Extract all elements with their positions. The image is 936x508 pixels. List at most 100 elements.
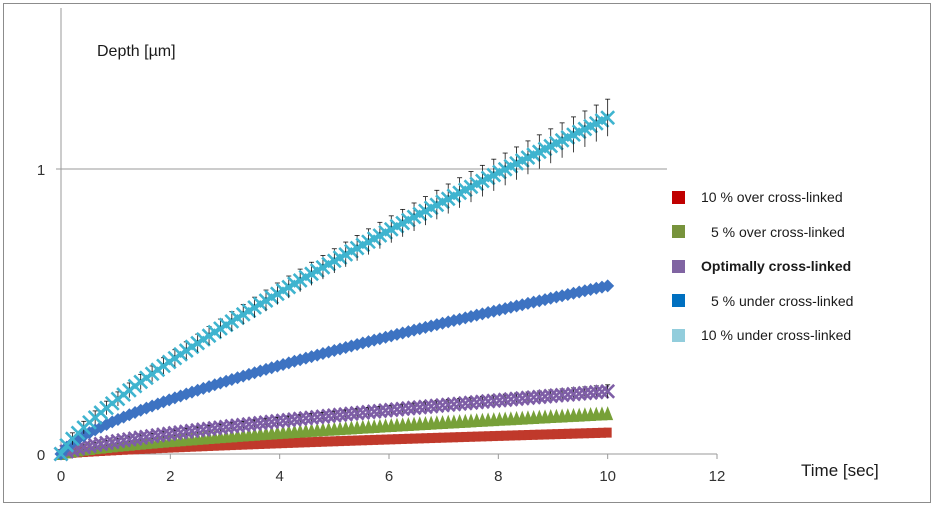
data-point bbox=[296, 437, 305, 448]
legend: 10 % over cross-linked 5 % over cross-li… bbox=[672, 180, 934, 353]
data-point bbox=[353, 435, 362, 446]
data-point bbox=[116, 432, 132, 448]
data-point bbox=[546, 429, 555, 440]
data-point bbox=[601, 279, 615, 293]
data-point bbox=[176, 442, 185, 453]
data-point bbox=[187, 441, 196, 452]
data-point bbox=[267, 438, 276, 449]
data-point bbox=[602, 406, 614, 421]
data-point bbox=[347, 435, 356, 446]
data-point bbox=[478, 431, 487, 442]
data-point bbox=[552, 429, 561, 440]
x-tick-label: 8 bbox=[494, 468, 502, 485]
data-point bbox=[336, 436, 345, 447]
data-point bbox=[93, 436, 109, 452]
legend-label: 10 % under cross-linked bbox=[701, 327, 852, 344]
data-point bbox=[432, 432, 441, 443]
legend-item: 10 % over cross-linked bbox=[672, 180, 934, 215]
data-point bbox=[239, 439, 248, 450]
data-point bbox=[600, 383, 616, 399]
data-point bbox=[279, 438, 288, 449]
series-3 bbox=[54, 279, 615, 461]
data-point bbox=[262, 438, 270, 449]
data-point bbox=[444, 432, 453, 443]
data-point bbox=[427, 433, 436, 444]
series-4 bbox=[53, 98, 616, 462]
data-point bbox=[87, 437, 103, 453]
data-point bbox=[358, 435, 367, 446]
data-point bbox=[364, 435, 373, 446]
data-point bbox=[227, 440, 236, 451]
data-point bbox=[541, 429, 550, 440]
data-point bbox=[410, 433, 419, 444]
data-point bbox=[324, 436, 333, 447]
data-point bbox=[110, 433, 126, 449]
data-point bbox=[387, 434, 396, 445]
x-tick-label: 4 bbox=[275, 468, 283, 485]
data-point bbox=[489, 431, 498, 442]
data-point bbox=[301, 437, 310, 448]
legend-swatch bbox=[672, 294, 685, 308]
data-point bbox=[535, 429, 544, 440]
x-tick-label: 12 bbox=[709, 468, 726, 485]
data-point bbox=[518, 430, 527, 441]
data-point bbox=[600, 110, 616, 126]
data-point bbox=[415, 433, 424, 444]
data-point bbox=[250, 439, 259, 450]
data-point bbox=[392, 434, 401, 445]
data-point bbox=[199, 441, 208, 452]
legend-item: 5 % over cross-linked bbox=[672, 215, 934, 250]
data-point bbox=[159, 442, 168, 453]
legend-item: 10 % under cross-linked bbox=[672, 318, 934, 353]
data-point bbox=[449, 432, 458, 443]
data-point bbox=[512, 430, 521, 441]
data-point bbox=[318, 436, 327, 447]
legend-swatch bbox=[672, 259, 685, 273]
data-point bbox=[461, 431, 470, 442]
data-point bbox=[569, 428, 578, 439]
data-point bbox=[597, 427, 606, 438]
data-point bbox=[216, 440, 225, 451]
x-tick-label: 6 bbox=[385, 468, 393, 485]
data-point bbox=[256, 438, 265, 449]
data-point bbox=[127, 431, 143, 446]
data-point bbox=[472, 431, 481, 442]
data-point bbox=[580, 428, 589, 439]
x-tick-label: 10 bbox=[599, 468, 616, 485]
legend-swatch bbox=[672, 328, 685, 342]
legend-label: 10 % over cross-linked bbox=[701, 189, 843, 206]
data-point bbox=[558, 428, 567, 439]
x-tick-label: 0 bbox=[57, 468, 65, 485]
data-point bbox=[484, 431, 493, 442]
data-point bbox=[313, 436, 322, 447]
data-point bbox=[398, 433, 407, 444]
data-point bbox=[121, 431, 137, 447]
data-point bbox=[205, 440, 214, 451]
chart-frame: 0 2 4 6 8 10 12 0 1 Depth [µm] Time [sec] 10 % o… bbox=[3, 3, 931, 503]
data-point bbox=[523, 430, 532, 441]
y-axis-label: Depth [µm] bbox=[97, 43, 176, 60]
data-point bbox=[165, 442, 174, 453]
data-point bbox=[594, 384, 610, 400]
data-point bbox=[575, 428, 584, 439]
data-point bbox=[563, 428, 572, 439]
data-point bbox=[421, 433, 430, 444]
legend-label: 5 % over cross-linked bbox=[711, 223, 845, 240]
data-point bbox=[53, 446, 69, 462]
data-point bbox=[586, 428, 595, 439]
legend-label: 5 % under cross-linked bbox=[711, 292, 854, 309]
data-point bbox=[603, 427, 612, 438]
x-axis-label: Time [sec] bbox=[801, 461, 879, 480]
y-tick-label: 1 bbox=[37, 162, 45, 179]
data-point bbox=[370, 434, 379, 445]
data-point bbox=[233, 439, 242, 450]
data-point bbox=[290, 437, 299, 448]
data-point bbox=[506, 430, 515, 441]
data-point bbox=[341, 435, 350, 446]
data-point bbox=[210, 440, 219, 451]
data-point bbox=[381, 434, 390, 445]
data-point bbox=[495, 430, 504, 441]
data-point bbox=[438, 432, 447, 443]
data-point bbox=[375, 434, 384, 445]
data-point bbox=[330, 436, 339, 447]
